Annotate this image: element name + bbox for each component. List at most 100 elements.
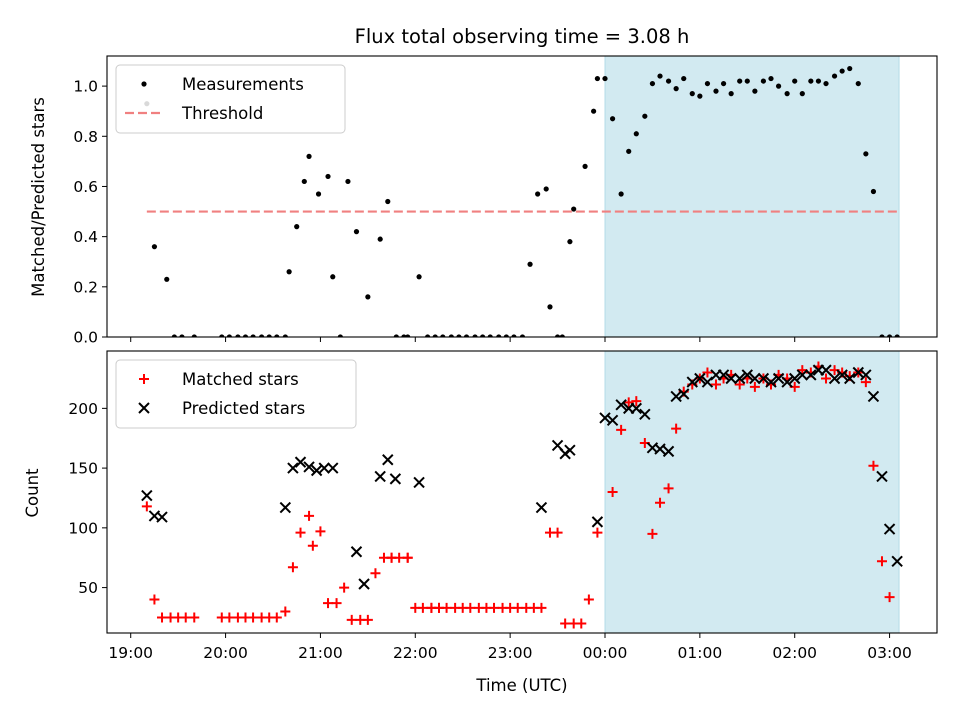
predicted-star-point xyxy=(757,372,770,385)
top-y-axis-label: Matched/Predicted stars xyxy=(29,97,48,297)
predicted-star-point xyxy=(374,470,386,483)
measurement-point xyxy=(405,334,411,337)
measurement-point xyxy=(823,80,829,87)
measurement-point xyxy=(345,178,351,185)
predicted-star-point xyxy=(805,369,817,381)
matched-star-point xyxy=(141,501,152,512)
predicted-star-point xyxy=(615,399,627,411)
predicted-star-point xyxy=(891,555,903,568)
measurement-point xyxy=(511,334,517,337)
matched-star-point xyxy=(536,602,547,613)
matched-star-point xyxy=(560,618,571,629)
measurement-point xyxy=(768,75,774,82)
y-tick-label: 150 xyxy=(68,460,98,478)
measurement-point xyxy=(728,91,734,97)
measurement-point xyxy=(609,116,616,122)
measurement-point xyxy=(226,334,232,337)
measurement-point xyxy=(250,334,256,337)
matched-star-point xyxy=(307,540,318,551)
measurement-point xyxy=(559,334,565,337)
measurement-point xyxy=(385,198,391,205)
measurement-point xyxy=(325,173,331,180)
measurement-point xyxy=(266,334,272,337)
measurement-point xyxy=(591,108,597,114)
legend-label: Measurements xyxy=(182,75,304,94)
predicted-star-point xyxy=(789,372,801,385)
predicted-star-point xyxy=(303,461,315,473)
legend-box xyxy=(115,64,346,134)
matched-star-point xyxy=(346,614,357,625)
predicted-star-point xyxy=(287,462,299,474)
matched-star-point xyxy=(734,379,745,390)
matched-star-point xyxy=(512,602,523,613)
predicted-star-point xyxy=(781,376,793,388)
measurement-point xyxy=(752,88,758,94)
predicted-star-point xyxy=(852,366,864,379)
matched-star-point xyxy=(576,618,587,629)
matched-star-point xyxy=(583,594,594,605)
y-tick-label: 0.6 xyxy=(73,178,98,196)
measurement-point xyxy=(784,91,790,97)
predicted-star-point xyxy=(725,372,737,385)
measurement-point xyxy=(720,80,727,87)
matched-star-point xyxy=(271,612,282,623)
y-tick-label: 200 xyxy=(68,400,98,418)
predicted-star-point xyxy=(662,445,675,458)
x-tick-label: 20:00 xyxy=(203,644,248,662)
predicted-star-point xyxy=(294,456,307,468)
predicted-star-point xyxy=(327,462,339,474)
axes-frame xyxy=(106,55,938,338)
measurement-point xyxy=(286,269,292,275)
matched-star-point xyxy=(552,527,563,538)
measurement-point xyxy=(219,334,225,337)
panel-count: 50 100 150 200 19:00 20:00 21:00 22:00 23:00 00:0… xyxy=(68,350,938,662)
predicted-star-point xyxy=(564,444,576,456)
measurement-point xyxy=(377,236,383,242)
predicted-star-point xyxy=(279,501,292,514)
y-tick-label: 0.8 xyxy=(73,128,98,146)
predicted-star-point xyxy=(630,402,643,415)
measurement-point xyxy=(535,191,541,197)
matched-star-point xyxy=(465,602,476,613)
measurement-point xyxy=(448,334,454,337)
predicted-star-point xyxy=(733,372,746,385)
matched-star-point xyxy=(149,594,160,605)
measurement-point xyxy=(815,78,822,84)
predicted-star-point xyxy=(670,390,682,403)
legend: Matched stars Predicted stars xyxy=(115,359,357,429)
measurement-point xyxy=(164,276,170,282)
predicted-star-point xyxy=(606,414,619,427)
x-tick-label: 19:00 xyxy=(108,644,153,662)
bottom-y-axis-label: Count xyxy=(23,468,42,518)
measurement-point xyxy=(425,334,431,337)
predicted-star-point xyxy=(389,473,402,485)
measurement-point xyxy=(527,261,533,267)
matched-star-point xyxy=(386,552,397,563)
predicted-star-point xyxy=(413,476,425,489)
y-tick-label: 100 xyxy=(68,519,98,537)
measurement-point xyxy=(681,75,687,82)
measurement-point xyxy=(259,334,265,337)
predicted-star-point xyxy=(535,501,548,514)
matched-star-point xyxy=(607,487,618,497)
predicted-star-point xyxy=(828,372,841,385)
predicted-star-point xyxy=(318,462,330,474)
matched-star-point xyxy=(868,460,879,471)
predicted-star-point xyxy=(678,388,690,400)
measurement-point xyxy=(855,80,861,87)
x-tick-label: 21:00 xyxy=(298,644,343,662)
measurement-point xyxy=(432,334,438,337)
measurement-point xyxy=(330,274,336,280)
measurement-point xyxy=(503,334,509,337)
matched-star-point xyxy=(671,423,682,434)
matched-star-point xyxy=(180,612,191,623)
x-tick-label: 23:00 xyxy=(488,644,533,662)
matched-star-point xyxy=(655,497,666,508)
measurement-point xyxy=(649,80,656,87)
predicted-star-point xyxy=(591,516,604,528)
series-predicted-stars xyxy=(141,364,903,590)
measurement-point xyxy=(775,83,782,89)
measurement-point xyxy=(657,73,663,79)
measurement-point xyxy=(704,80,711,87)
measurement-point xyxy=(839,68,845,74)
